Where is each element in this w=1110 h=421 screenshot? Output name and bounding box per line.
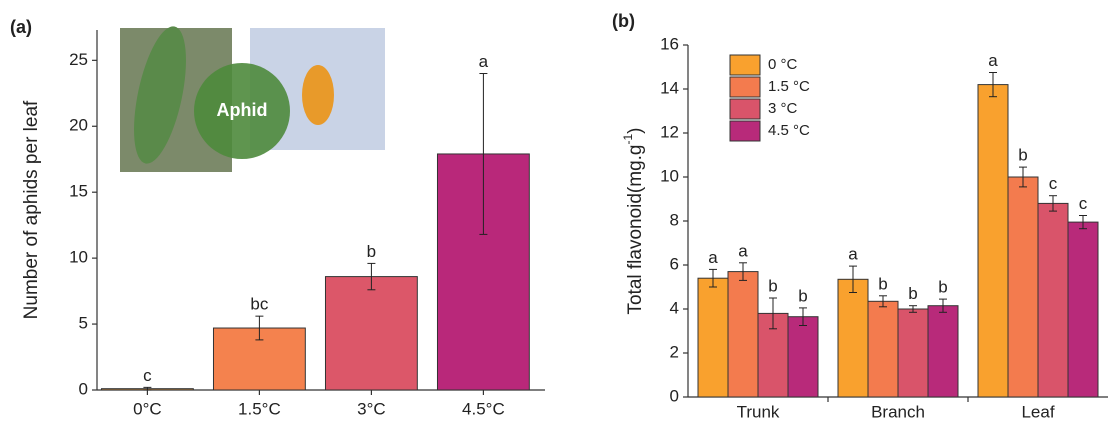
significance-letter: bc [250, 295, 268, 314]
significance-letter: b [908, 284, 917, 303]
panel-label: (a) [10, 17, 32, 37]
y-tick-label: 25 [69, 50, 88, 69]
y-label-sup: -1 [621, 133, 635, 144]
significance-letter: c [1079, 194, 1088, 213]
error-bar [1079, 215, 1087, 230]
error-bar [739, 262, 747, 281]
y-tick-label: 12 [660, 122, 679, 141]
x-tick-label: 3°C [357, 399, 386, 418]
significance-letter: a [708, 248, 718, 267]
error-bar [989, 72, 997, 98]
y-tick-label: 0 [670, 386, 679, 405]
bar [867, 300, 899, 398]
leaf-shape [134, 26, 186, 164]
significance-letter: b [878, 274, 887, 293]
legend-swatch [729, 98, 761, 120]
error-bar [909, 305, 917, 313]
significance-letter: a [848, 245, 858, 264]
significance-letter: c [1049, 174, 1058, 193]
error-bar [879, 295, 887, 308]
legend-swatch [729, 120, 761, 142]
legend-swatch [729, 76, 761, 98]
significance-letter: c [143, 366, 152, 385]
x-tick-label: Trunk [737, 402, 780, 421]
legend-label: 1.5 °C [768, 78, 810, 95]
bar [1037, 202, 1069, 398]
x-tick-label: Leaf [1021, 402, 1054, 421]
significance-letter: a [988, 51, 998, 70]
bar [324, 276, 418, 391]
y-tick-label: 0 [79, 379, 88, 398]
bar [1067, 221, 1099, 398]
error-bar [709, 268, 717, 288]
y-tick-label: 10 [69, 248, 88, 267]
legend-swatch [729, 54, 761, 76]
error-bar [479, 73, 488, 235]
significance-letter: b [1018, 146, 1027, 165]
y-tick-label: 10 [660, 166, 679, 185]
error-bar [255, 315, 264, 341]
aphid-circle [194, 63, 290, 159]
significance-letter: b [768, 276, 777, 295]
y-axis-label: Number of aphids per leaf [21, 100, 42, 319]
bar [787, 316, 819, 398]
bar [837, 278, 869, 398]
significance-letter: a [738, 241, 748, 260]
bar [1007, 176, 1039, 398]
x-tick-label: 0°C [133, 399, 162, 418]
legend-label: 4.5 °C [768, 122, 810, 139]
error-bar [367, 262, 376, 291]
x-tick-label: 1.5°C [238, 399, 281, 418]
y-tick-label: 8 [670, 210, 679, 229]
legend-label: 0 °C [768, 56, 798, 73]
significance-letter: b [367, 242, 376, 261]
error-bar [939, 298, 947, 313]
y-label-text: Total flavonoid(mg.g [625, 144, 646, 314]
legend-label: 3 °C [768, 100, 798, 117]
y-tick-label: 2 [670, 342, 679, 361]
significance-letter: a [479, 52, 489, 71]
y-tick-label: 16 [660, 34, 679, 53]
error-bar [1019, 166, 1027, 188]
x-tick-label: Branch [871, 402, 925, 421]
aphid-photos: Aphid [120, 26, 385, 172]
bar [897, 308, 929, 398]
annotation: Aphid [217, 100, 268, 120]
aphid-shape [302, 65, 334, 125]
bar [977, 84, 1009, 398]
bar [697, 277, 729, 398]
significance-letter: b [798, 286, 807, 305]
y-tick-label: 15 [69, 182, 88, 201]
error-bar [799, 307, 807, 326]
bar [927, 305, 959, 398]
y-axis-label: Total flavonoid(mg.g-1) [621, 127, 646, 314]
bar [727, 271, 759, 398]
y-tick-label: 6 [670, 254, 679, 273]
significance-letter: b [938, 278, 947, 297]
y-tick-label: 5 [79, 314, 88, 333]
y-tick-label: 20 [69, 116, 88, 135]
error-bar [769, 297, 777, 330]
x-tick-label: 4.5°C [462, 399, 505, 418]
error-bar [849, 265, 857, 293]
y-tick-label: 14 [660, 78, 679, 97]
error-bar [1049, 195, 1057, 212]
y-tick-label: 4 [670, 298, 679, 317]
y-label-end: ) [625, 127, 646, 133]
panel-label: (b) [612, 11, 635, 31]
